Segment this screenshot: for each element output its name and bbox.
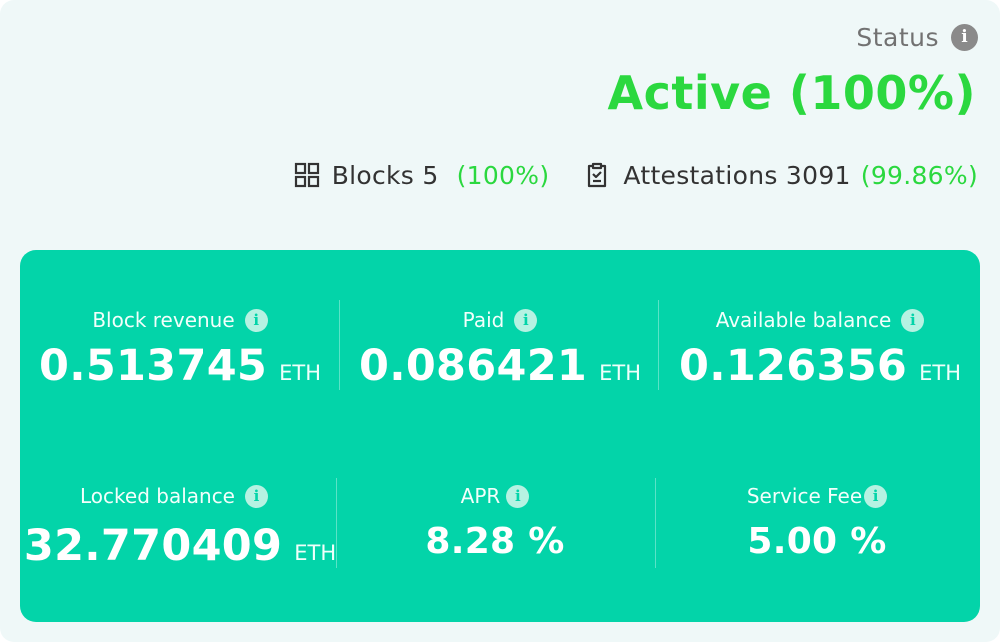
divider (655, 478, 656, 568)
metric-value: 0.086421 (358, 341, 588, 391)
metric-label: Locked balance (80, 484, 235, 508)
metric-value: 8.28 % (425, 521, 565, 562)
metric-block-revenue: Block revenue i 0.513745 ETH (20, 305, 340, 391)
blocks-stat: Blocks 5 (100%) (294, 161, 550, 190)
metric-service-fee: Service Fee i 5.00 % (657, 481, 977, 562)
attestations-percent: (99.86%) (860, 160, 978, 190)
info-icon[interactable]: i (506, 484, 530, 508)
info-icon[interactable]: i (244, 308, 268, 332)
status-label: Status (856, 22, 939, 52)
metric-label: APR (460, 484, 501, 508)
metric-value: 0.126356 (678, 341, 908, 391)
metric-paid: Paid i 0.086421 ETH (340, 305, 660, 391)
metric-label: Available balance (715, 308, 892, 332)
grid-icon (294, 162, 320, 188)
metric-label: Service Fee (746, 484, 863, 508)
metric-value: 32.770409 (23, 521, 283, 571)
metric-apr: APR i 8.28 % (335, 481, 655, 562)
attestations-stat: Attestations 3091 (99.86%) (585, 161, 978, 190)
metric-unit: ETH (919, 361, 962, 385)
status-value: Active (100%) (607, 66, 976, 120)
metrics-panel: Block revenue i 0.513745 ETH Paid i 0.08… (20, 250, 980, 622)
status-header: Status i (856, 20, 978, 54)
metric-locked-balance: Locked balance i 32.770409 ETH (20, 481, 340, 571)
info-icon[interactable]: i (864, 484, 888, 508)
attestations-count: Attestations 3091 (623, 160, 851, 190)
info-icon[interactable]: i (901, 308, 925, 332)
info-icon[interactable]: i (245, 484, 268, 508)
status-info-icon[interactable]: i (951, 23, 978, 51)
metric-unit: ETH (599, 361, 642, 385)
clipboard-icon (585, 162, 611, 188)
stats-row: Blocks 5 (100%) Attestations 3091 (99.86… (294, 156, 978, 194)
blocks-count: Blocks 5 (331, 160, 439, 190)
metric-unit: ETH (279, 361, 322, 385)
divider (339, 300, 340, 390)
info-icon[interactable]: i (514, 308, 538, 332)
metric-label: Paid (462, 308, 505, 332)
metric-unit: ETH (294, 541, 337, 565)
metric-value: 5.00 % (747, 521, 887, 562)
divider (658, 300, 659, 390)
blocks-percent: (100%) (456, 160, 550, 190)
metric-value: 0.513745 (38, 341, 268, 391)
metric-label: Block revenue (92, 308, 235, 332)
divider (336, 478, 337, 568)
metric-available-balance: Available balance i 0.126356 ETH (660, 305, 980, 391)
